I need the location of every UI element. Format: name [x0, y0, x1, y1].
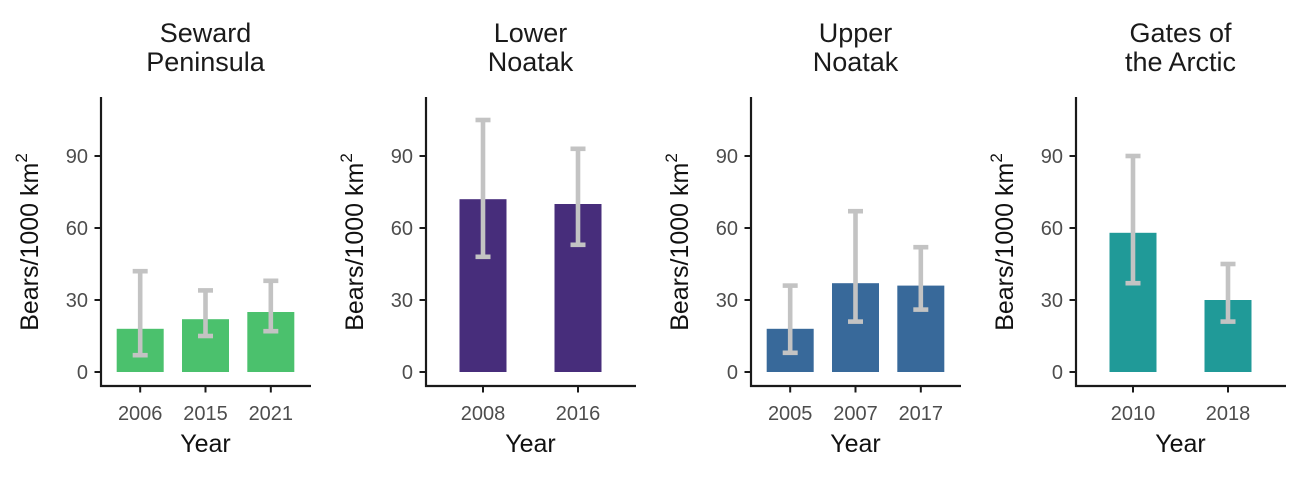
x-tick-label: 2015 — [183, 403, 228, 425]
x-axis-title: Year — [180, 430, 231, 458]
x-tick-label: 2017 — [899, 403, 944, 425]
x-tick-label: 2018 — [1206, 403, 1251, 425]
errorbar-2006 — [132, 268, 148, 358]
errorbar-2008 — [475, 117, 491, 260]
y-axis-title-text: Bears/1000 km — [16, 163, 44, 331]
y-tick-label: 60 — [716, 218, 738, 240]
y-tick-label: 0 — [77, 362, 88, 384]
panel-title: Gates of — [1129, 18, 1232, 48]
y-tick-label: 90 — [391, 146, 413, 168]
y-tick-label: 0 — [727, 362, 738, 384]
x-axis-title: Year — [505, 430, 556, 458]
y-tick-label: 0 — [402, 362, 413, 384]
y-tick-label: 0 — [1052, 362, 1063, 384]
y-axis-title: Bears/1000 km2 — [12, 153, 44, 331]
panel-title: Noatak — [813, 47, 899, 77]
y-axis-title-superscript: 2 — [987, 153, 1006, 162]
chart-panel-gates-of-the-arctic: Gates of the Arctic Bears/1000 km2 0 30 60 90 2… — [975, 0, 1300, 478]
errorbar-2005 — [782, 283, 798, 356]
panel-title: the Arctic — [1125, 47, 1236, 77]
x-axis-title: Year — [1155, 430, 1206, 458]
x-tick-label: 2021 — [249, 403, 294, 425]
y-tick-label: 30 — [716, 290, 738, 312]
y-axis-title: Bears/1000 km2 — [987, 153, 1019, 331]
errorbar-2017 — [913, 244, 929, 312]
y-tick-label: 90 — [1041, 146, 1063, 168]
chart-panel-seward-peninsula: Seward Peninsula Bears/1000 km2 0 30 60 90 2006… — [0, 0, 325, 478]
panel-title: Upper — [819, 18, 893, 48]
y-tick-label: 60 — [66, 218, 88, 240]
y-tick-label: 90 — [716, 146, 738, 168]
errorbar-2015 — [198, 288, 213, 339]
panel-title: Noatak — [488, 47, 574, 77]
x-tick-label: 2005 — [768, 403, 813, 425]
chart-panel-lower-noatak: Lower Noatak Bears/1000 km2 0 30 60 90 2008 2016… — [325, 0, 650, 478]
x-axis-title: Year — [830, 430, 881, 458]
y-tick-label: 30 — [391, 290, 413, 312]
y-axis-title-text: Bears/1000 km — [341, 163, 369, 331]
errorbar-2016 — [570, 146, 586, 248]
y-axis-title-superscript: 2 — [12, 153, 31, 162]
y-tick-label: 60 — [1041, 218, 1063, 240]
panel-title: Seward — [160, 18, 252, 48]
x-tick-label: 2008 — [461, 403, 506, 425]
y-tick-label: 30 — [1041, 290, 1063, 312]
chart-panel-upper-noatak: Upper Noatak Bears/1000 km2 0 30 60 90 2005 2007… — [650, 0, 975, 478]
errorbar-2010 — [1125, 153, 1141, 286]
panel-title: Lower — [494, 18, 568, 48]
errorbar-2007 — [848, 208, 863, 324]
y-axis-title-superscript: 2 — [337, 153, 356, 162]
errorbar-2021 — [263, 278, 279, 334]
y-tick-label: 30 — [66, 290, 88, 312]
errorbar-2018 — [1220, 261, 1236, 324]
y-axis-title: Bears/1000 km2 — [337, 153, 369, 331]
y-axis-title-superscript: 2 — [662, 153, 681, 162]
y-axis-title: Bears/1000 km2 — [662, 153, 694, 331]
x-tick-label: 2006 — [118, 403, 163, 425]
y-axis-title-text: Bears/1000 km — [991, 163, 1019, 331]
panel-title: Peninsula — [146, 47, 266, 77]
y-tick-label: 90 — [66, 146, 88, 168]
y-tick-label: 60 — [391, 218, 413, 240]
x-tick-label: 2016 — [556, 403, 601, 425]
y-axis-title-text: Bears/1000 km — [666, 163, 694, 331]
x-tick-label: 2007 — [833, 403, 878, 425]
x-tick-label: 2010 — [1111, 403, 1156, 425]
